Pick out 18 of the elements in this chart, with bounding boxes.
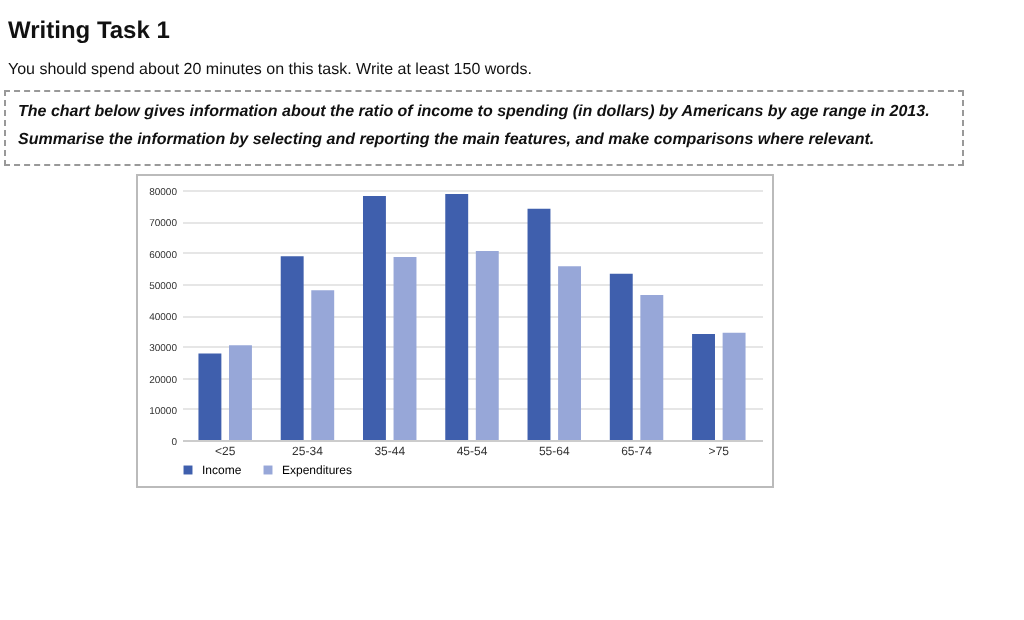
bar — [558, 266, 582, 440]
bar — [311, 290, 335, 440]
bar — [393, 256, 417, 440]
bar — [229, 345, 252, 440]
bar — [198, 353, 222, 440]
bar — [445, 194, 469, 440]
chart-title: Writing Task 1 — [8, 16, 172, 44]
bar — [280, 256, 304, 440]
bar — [362, 195, 386, 440]
bar — [475, 250, 499, 440]
text: The chart below gives information about the ratio of income to spending (in dollars) by Americans by age range in 2013. — [18, 102, 932, 120]
bar — [640, 295, 664, 440]
bar — [609, 273, 633, 440]
text: Summarise the information by selecting and reporting the main features, and make comparisons where relevant. — [18, 130, 877, 148]
bar — [527, 208, 551, 440]
bar — [692, 334, 715, 440]
bar — [722, 332, 746, 440]
chart-subtitle: You should spend about 20 minutes on this task. Write at least 150 words. — [8, 60, 534, 78]
